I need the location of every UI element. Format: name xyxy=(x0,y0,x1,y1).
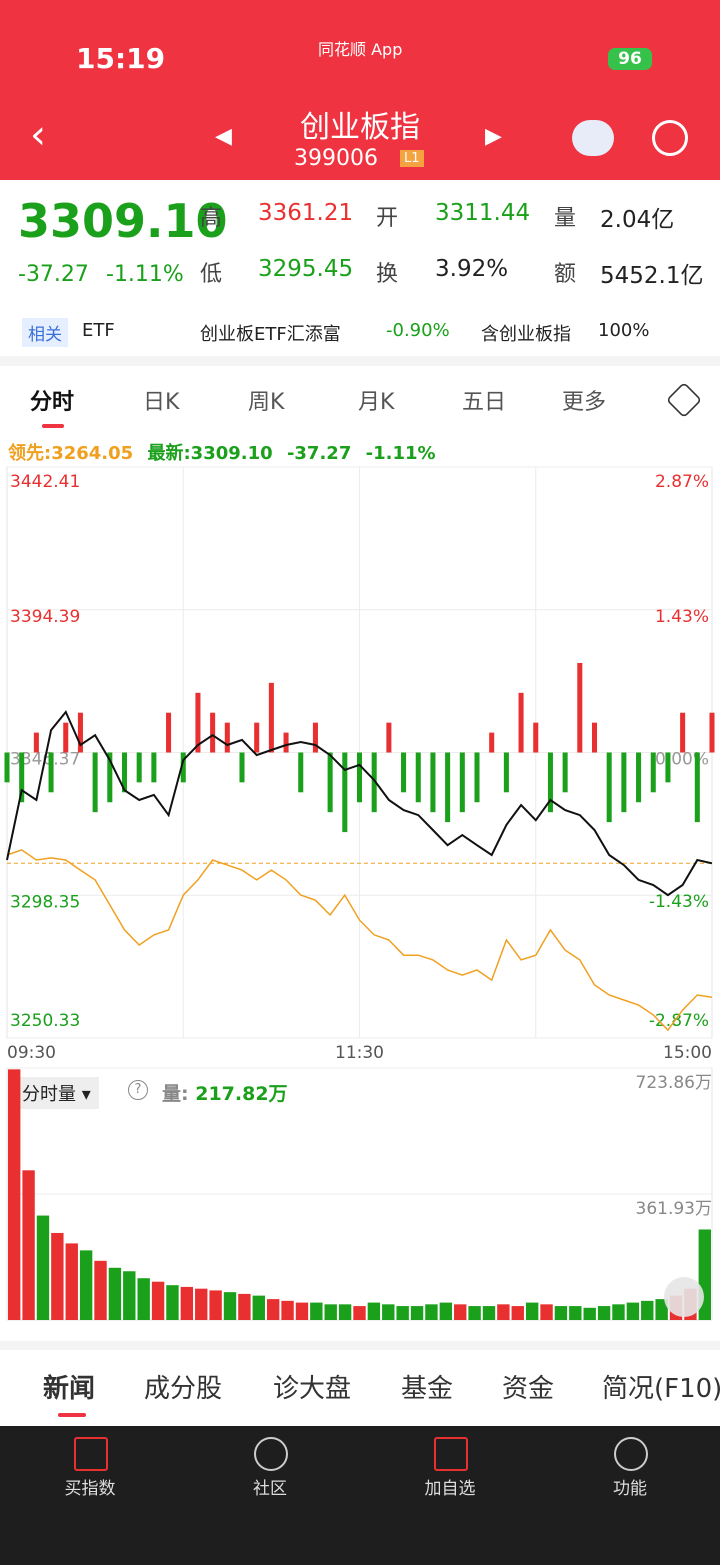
nav-icon[interactable] xyxy=(74,1437,108,1471)
nav-icon[interactable] xyxy=(614,1437,648,1471)
info-line: 领先:3264.05 最新:3309.10 -37.27 -1.11% xyxy=(8,439,436,465)
search-icon[interactable] xyxy=(652,120,688,156)
robot-icon[interactable] xyxy=(572,120,614,156)
volume-info: 量: 217.82万 xyxy=(162,1079,288,1106)
section-tab[interactable]: 资金 xyxy=(502,1374,555,1404)
tab[interactable]: 分时 xyxy=(30,390,75,415)
field-label: 开 xyxy=(376,206,399,231)
clock: 15:19 xyxy=(76,42,166,75)
section-indicator xyxy=(58,1413,86,1417)
field-value: 3295.45 xyxy=(258,256,354,282)
field-value: 2.04亿 xyxy=(600,207,675,233)
tab[interactable]: 日K xyxy=(143,390,180,415)
etf-label: ETF xyxy=(82,320,115,341)
battery: 96 xyxy=(608,48,652,70)
nav-icon[interactable] xyxy=(254,1437,288,1471)
last-value: 3309.10 xyxy=(190,443,273,464)
section-tab[interactable]: 简况(F10) xyxy=(602,1374,720,1404)
tab[interactable]: 更多 xyxy=(562,390,607,415)
holds-label: 含创业板指 xyxy=(481,324,571,345)
nav-label[interactable]: 加自选 xyxy=(424,1479,476,1499)
nav-label[interactable]: 买指数 xyxy=(64,1479,116,1499)
change-pct: -1.11% xyxy=(106,262,184,287)
info-change: -37.27 xyxy=(286,443,352,464)
section-tab[interactable]: 成分股 xyxy=(144,1374,223,1404)
quote-bg xyxy=(0,180,720,356)
tab-indicator xyxy=(42,424,64,428)
price: 3309.10 xyxy=(18,194,228,248)
section-bg xyxy=(0,1350,720,1426)
nav-label[interactable]: 社区 xyxy=(253,1479,287,1499)
field-value: 3311.44 xyxy=(435,200,531,226)
fund-name[interactable]: 创业板ETF汇添富 xyxy=(200,324,341,345)
next-button[interactable]: ▶ xyxy=(485,124,502,149)
fund-pct: -0.90% xyxy=(386,320,450,341)
lead-value: 3264.05 xyxy=(51,443,134,464)
last-label: 最新: xyxy=(147,443,191,464)
field-label: 量 xyxy=(554,206,577,231)
level-badge: L1 xyxy=(400,150,424,167)
help-icon[interactable]: ? xyxy=(128,1080,148,1100)
field-value: 5452.1亿 xyxy=(600,263,704,289)
change: -37.27 xyxy=(18,262,89,287)
holds-pct: 100% xyxy=(598,320,650,341)
lead-label: 领先: xyxy=(8,443,52,464)
nav-bg xyxy=(0,1426,720,1565)
app-name: 同花顺 App xyxy=(318,40,403,59)
chart-bg xyxy=(0,366,720,1341)
field-label: 换 xyxy=(376,262,399,287)
section-tab[interactable]: 诊大盘 xyxy=(273,1374,352,1404)
index-code: 399006 xyxy=(294,146,378,171)
section-tab[interactable]: 新闻 xyxy=(43,1374,96,1404)
field-value: 3361.21 xyxy=(258,200,354,226)
field-label: 低 xyxy=(200,262,223,287)
nav-icon[interactable] xyxy=(434,1437,468,1471)
index-title: 创业板指 xyxy=(300,110,420,145)
back-button[interactable]: ‹ xyxy=(30,112,46,158)
related-tag: 相关 xyxy=(22,318,68,347)
field-label: 额 xyxy=(554,262,577,287)
field-label: 高 xyxy=(200,206,223,231)
volume-selector[interactable]: 分时量 ▾ xyxy=(14,1077,99,1109)
volume-label: 量: xyxy=(162,1083,189,1105)
tab[interactable]: 周K xyxy=(248,390,285,415)
tab[interactable]: 五日 xyxy=(462,390,507,415)
section-tab[interactable]: 基金 xyxy=(401,1374,454,1404)
field-value: 3.92% xyxy=(435,256,509,282)
volume-value: 217.82万 xyxy=(195,1083,288,1105)
tab[interactable]: 月K xyxy=(358,390,395,415)
prev-button[interactable]: ◀ xyxy=(215,124,232,149)
info-pct: -1.11% xyxy=(365,443,436,464)
volume-selector-label: 分时量 xyxy=(22,1084,76,1105)
nav-label[interactable]: 功能 xyxy=(613,1479,647,1499)
